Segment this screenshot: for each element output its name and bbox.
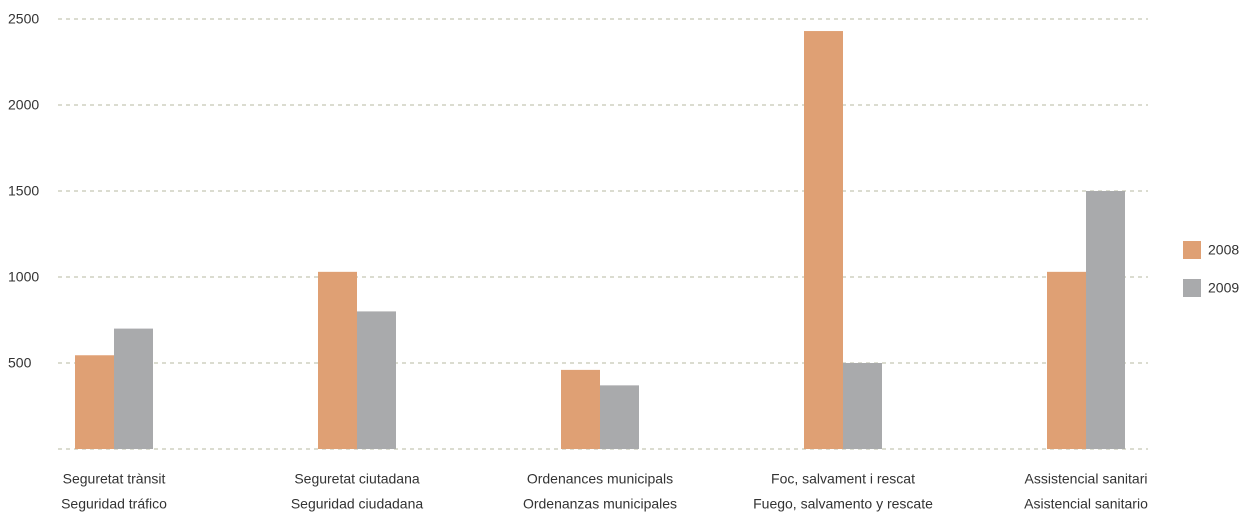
y-tick-label: 2000: [8, 97, 39, 113]
bar: [75, 355, 114, 449]
legend-label: 2008: [1208, 242, 1239, 258]
x-tick-sublabel: Ordenanzas municipales: [523, 496, 677, 512]
legend-swatch: [1183, 241, 1201, 259]
x-tick-label: Foc, salvament i rescat: [771, 471, 915, 487]
legend-swatch: [1183, 279, 1201, 297]
bar: [114, 328, 153, 449]
x-tick-label: Ordenances municipals: [527, 471, 673, 487]
y-tick-label: 1000: [8, 269, 39, 285]
legend-label: 2009: [1208, 280, 1239, 296]
bar: [804, 31, 843, 449]
y-tick-label: 1500: [8, 183, 39, 199]
x-tick-sublabel: Seguridad ciudadana: [291, 496, 424, 512]
x-tick-sublabel: Fuego, salvamento y rescate: [753, 496, 933, 512]
x-tick-label: Seguretat trànsit: [63, 471, 166, 487]
x-tick-label: Seguretat ciutadana: [294, 471, 420, 487]
bar: [843, 363, 882, 449]
y-tick-label: 500: [8, 355, 32, 371]
x-tick-sublabel: Seguridad tráfico: [61, 496, 167, 512]
bar: [1086, 191, 1125, 449]
bar: [561, 369, 600, 449]
bar: [318, 271, 357, 449]
y-tick-label: 2500: [8, 11, 39, 27]
bar: [357, 311, 396, 449]
bar: [1047, 271, 1086, 449]
bar: [600, 385, 639, 449]
x-tick-label: Assistencial sanitari: [1025, 471, 1148, 487]
x-tick-sublabel: Asistencial sanitario: [1024, 496, 1148, 512]
